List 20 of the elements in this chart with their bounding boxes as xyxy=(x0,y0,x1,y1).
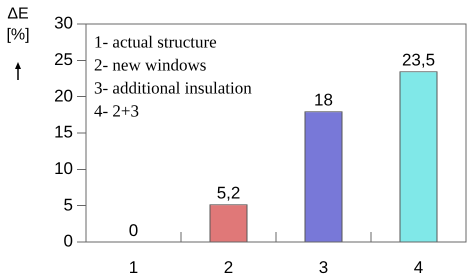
x-tick-label: 3 xyxy=(318,258,328,277)
y-tick-label: 5 xyxy=(64,195,73,214)
y-tick-label: 25 xyxy=(54,50,73,70)
y-tick-label: 20 xyxy=(54,86,73,106)
data-label: 5,2 xyxy=(216,183,240,202)
data-label: 0 xyxy=(128,221,138,240)
y-tick-label: 0 xyxy=(64,232,73,251)
x-tick-label: 2 xyxy=(224,258,234,277)
annotation: 2- new windows xyxy=(94,55,206,74)
x-tick-label: 4 xyxy=(414,258,424,277)
annotation: 4- 2+3 xyxy=(94,101,139,120)
y-tick-label: 30 xyxy=(54,14,73,33)
annotation: 3- additional insulation xyxy=(94,78,252,98)
x-tick-label: 1 xyxy=(128,258,138,277)
annotation: 1- actual structure xyxy=(94,32,217,52)
data-label: 23,5 xyxy=(402,50,436,70)
y-tick-label: 10 xyxy=(54,159,73,178)
data-label: 18 xyxy=(314,90,333,110)
y-tick-label: 15 xyxy=(54,122,73,142)
y-axis-title: ΔE [%] xyxy=(6,5,30,44)
